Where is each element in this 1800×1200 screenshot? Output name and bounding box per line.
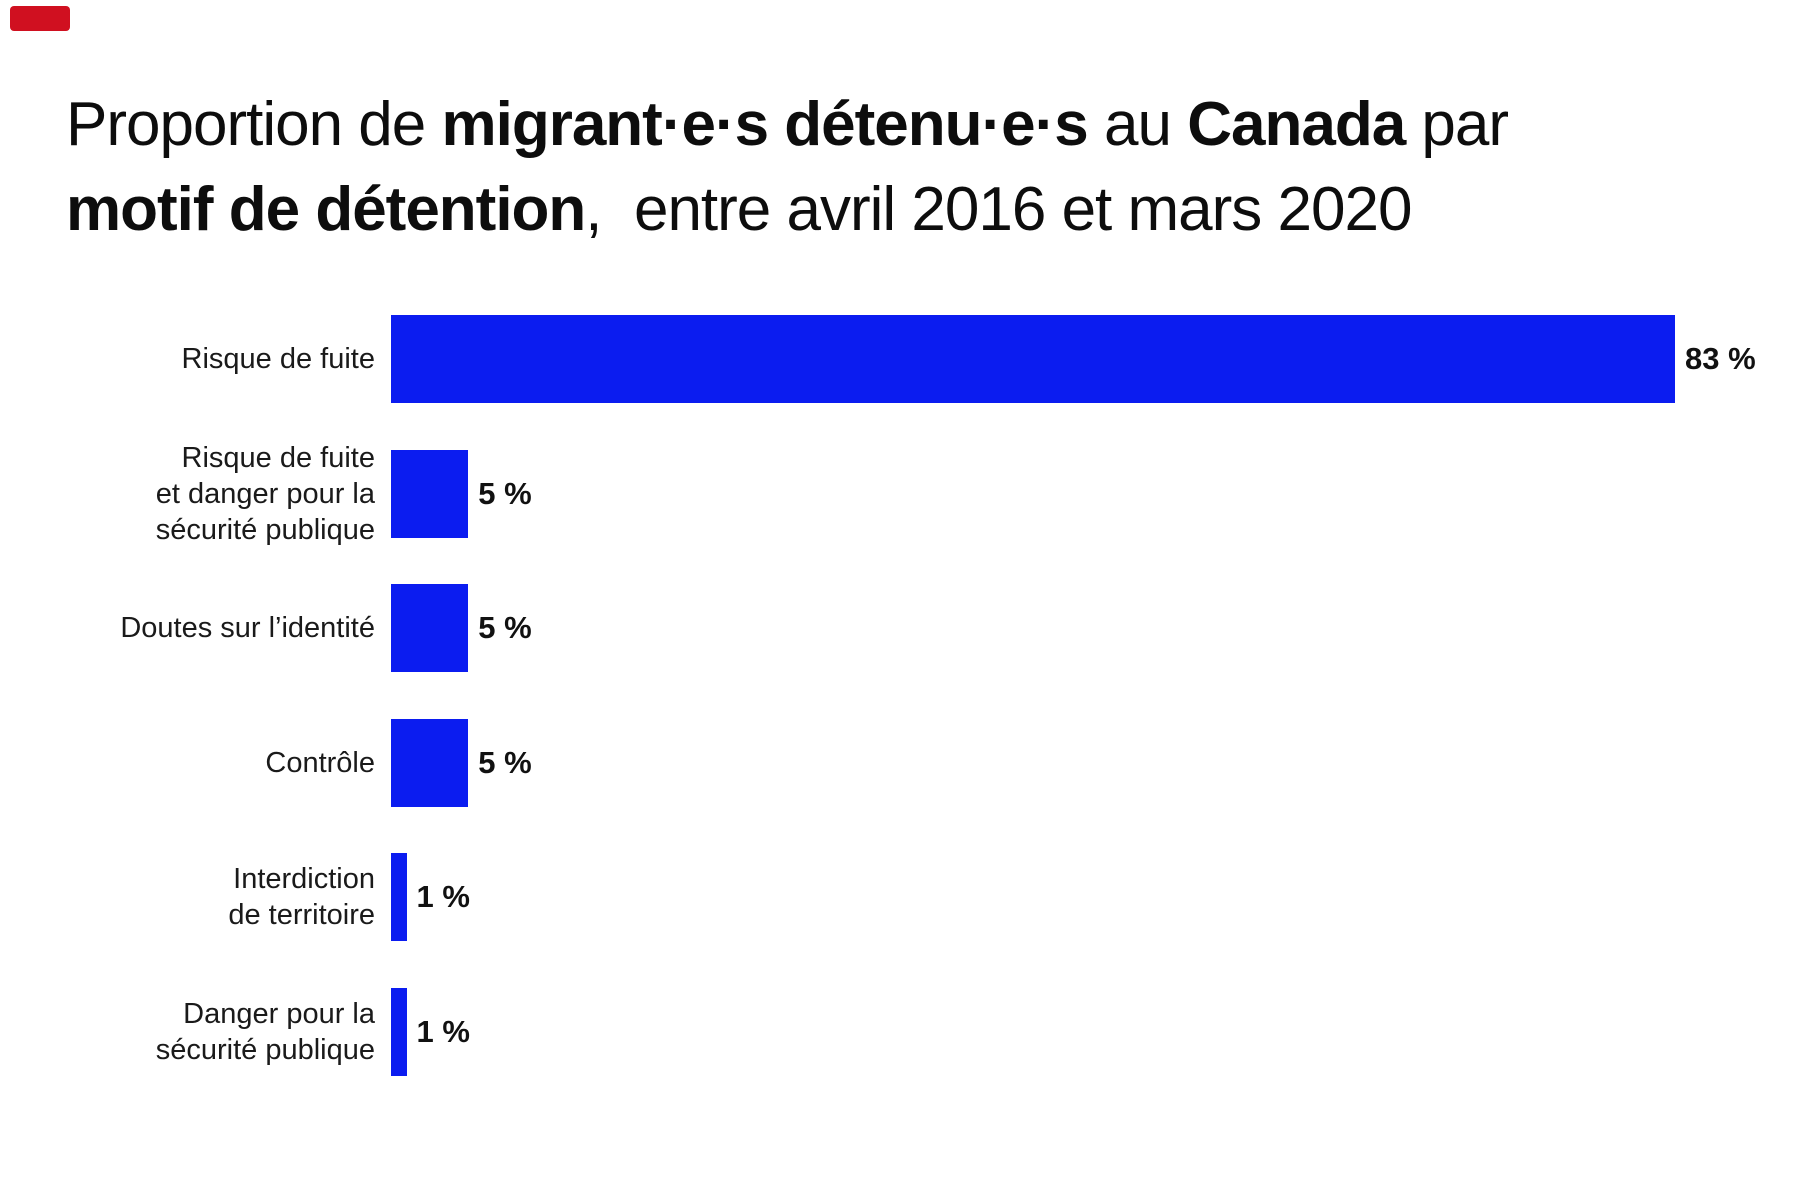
bar-chart: Risque de fuite 83 % Risque de fuite et dan… (0, 292, 1800, 1099)
category-label-line: Danger pour la (183, 997, 375, 1030)
title-segment: au (1087, 90, 1188, 159)
chart-title-line: Proportion de migrant·e·s détenu·e·s au … (66, 82, 1509, 167)
chart-row: Doutes sur l’identité 5 % (0, 561, 1800, 696)
category-label-line: Doutes sur l’identité (120, 612, 375, 645)
bar (391, 987, 407, 1076)
title-segment: par (1405, 90, 1509, 159)
chart-row: Risque de fuite 83 % (0, 292, 1800, 427)
title-segment: , entre avril 2016 et mars 2020 (585, 175, 1412, 244)
category-label: Risque de fuite (0, 341, 375, 377)
category-label-line: et danger pour la (155, 477, 375, 510)
category-label: Risque de fuite et danger pour la sécurité… (0, 440, 375, 548)
value-label: 5 % (478, 475, 532, 511)
category-label: Danger pour la sécurité publique (0, 996, 375, 1068)
category-label-line: de territoire (228, 899, 375, 932)
category-label: Contrôle (0, 745, 375, 781)
category-label-line: sécurité publique (155, 1033, 375, 1066)
category-label-line: sécurité publique (155, 513, 375, 546)
title-segment: Canada (1187, 90, 1406, 159)
category-label-line: Risque de fuite (181, 441, 375, 474)
category-label-line: Contrôle (265, 746, 375, 779)
corner-mark (10, 6, 70, 31)
bar (391, 718, 469, 807)
category-label: Interdiction de territoire (0, 861, 375, 933)
bar (391, 584, 469, 673)
value-label: 5 % (478, 610, 532, 646)
chart-row: Danger pour la sécurité publique 1 % (0, 965, 1800, 1100)
value-label: 1 % (416, 1013, 470, 1049)
bar (391, 853, 407, 942)
bar (391, 449, 469, 538)
chart-row: Risque de fuite et danger pour la sécurité… (0, 427, 1800, 562)
title-segment: migrant·e·s détenu·e·s (441, 90, 1088, 159)
value-label: 1 % (416, 879, 470, 915)
category-label: Doutes sur l’identité (0, 610, 375, 646)
category-label-line: Risque de fuite (181, 343, 375, 376)
chart-row: Interdiction de territoire 1 % (0, 830, 1800, 965)
chart-row: Contrôle 5 % (0, 696, 1800, 831)
chart-title: Proportion de migrant·e·s détenu·e·s au … (66, 82, 1509, 252)
value-label: 83 % (1685, 341, 1756, 377)
value-label: 5 % (478, 744, 532, 780)
title-segment: Proportion de (66, 90, 442, 159)
category-label-line: Interdiction (233, 863, 375, 896)
bar (391, 315, 1675, 404)
title-segment: motif de détention (66, 175, 586, 244)
chart-title-line: motif de détention, entre avril 2016 et … (66, 167, 1508, 252)
